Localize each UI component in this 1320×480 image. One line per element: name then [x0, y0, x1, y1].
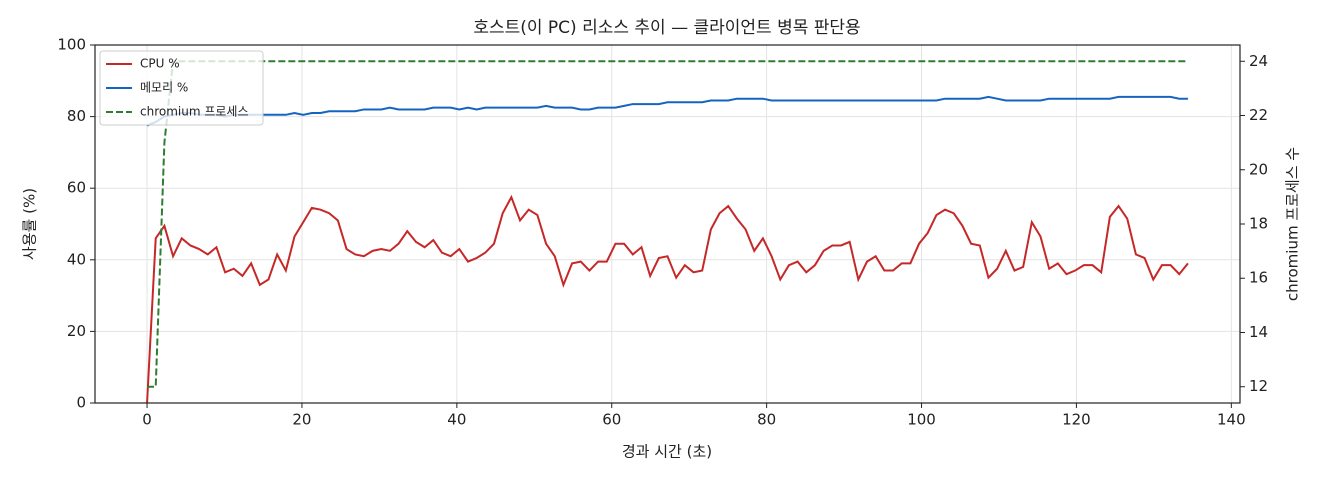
plot-frame: [94, 44, 1241, 404]
y2-tick-label: 20: [1249, 160, 1268, 178]
y-tick-label: 60: [67, 179, 86, 197]
legend: CPU % 메모리 % chromium 프로세스: [99, 50, 264, 126]
y-tick-label: 40: [67, 250, 86, 268]
y2-tick-label: 12: [1249, 377, 1268, 395]
y-tick-label: 0: [76, 394, 86, 412]
y2-tick-label: 24: [1249, 52, 1268, 70]
y-tick-label: 100: [57, 36, 86, 54]
legend-label: chromium 프로세스: [140, 105, 249, 119]
x-tick-label: 20: [292, 411, 311, 429]
y2-tick-label: 16: [1249, 269, 1268, 287]
x-tick-label: 100: [907, 411, 936, 429]
y2-tick-label: 22: [1249, 106, 1268, 124]
y2-axis-label: chromium 프로세스 수: [1284, 147, 1302, 301]
y-tick-label: 20: [67, 322, 86, 340]
y2-tick-label: 18: [1249, 215, 1268, 233]
x-tick-label: 40: [447, 411, 466, 429]
legend-label: CPU %: [140, 57, 180, 71]
x-tick-label: 60: [602, 411, 621, 429]
x-tick-label: 80: [757, 411, 776, 429]
legend-label: 메모리 %: [140, 81, 188, 95]
series-line: [146, 194, 1189, 404]
chart-title: 호스트(이 PC) 리소스 추이 — 클라이언트 병목 판단용: [473, 18, 860, 38]
series-line: [147, 60, 1188, 388]
y-axis-label: 사용률 (%): [21, 188, 39, 260]
x-tick-label: 120: [1062, 411, 1091, 429]
y-tick-label: 80: [67, 107, 86, 125]
x-tick-label: 140: [1217, 411, 1246, 429]
legend-box: [99, 50, 264, 126]
y2-tick-label: 14: [1249, 323, 1268, 341]
x-tick-label: 0: [142, 411, 152, 429]
x-axis-label: 경과 시간 (초): [622, 443, 712, 461]
series-line: [146, 95, 1188, 127]
